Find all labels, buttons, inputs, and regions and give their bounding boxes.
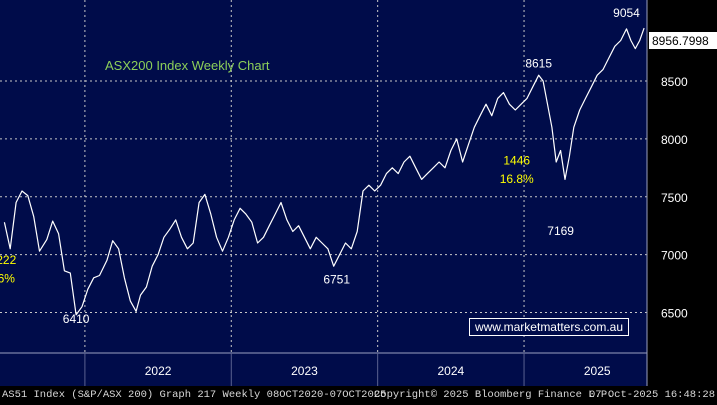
- price-annotation: 6751: [323, 272, 350, 286]
- x-tick-label: 2023: [291, 364, 318, 378]
- y-tick-label: 7000: [661, 249, 688, 263]
- x-tick-label: 2022: [145, 364, 172, 378]
- y-tick-label: 6500: [661, 306, 688, 320]
- x-tick-label: 2024: [437, 364, 464, 378]
- x-tick-label: 2025: [584, 364, 611, 378]
- footer-source-label: AS51 Index (S&P/ASX 200) Graph 217 Weekl…: [2, 389, 387, 401]
- last-price-value: 8956.7998: [652, 34, 709, 48]
- price-annotation: 8615: [525, 57, 552, 71]
- x-axis-band: [0, 353, 647, 386]
- plot-area-background: [0, 0, 647, 353]
- price-annotation: 16%: [0, 271, 15, 285]
- website-watermark: www.marketmatters.com.au: [469, 318, 629, 336]
- price-annotation: 7169: [547, 224, 574, 238]
- footer-timestamp: 07-Oct-2025 16:48:28: [588, 389, 715, 401]
- y-tick-label: 8000: [661, 133, 688, 147]
- last-price-tag-box: [649, 32, 717, 49]
- price-annotation: 1222: [0, 253, 17, 267]
- grid-layer: [0, 0, 647, 353]
- price-line-layer: [3, 27, 645, 316]
- chart-title: ASX200 Index Weekly Chart: [105, 58, 270, 73]
- price-annotation: 9054: [613, 6, 640, 20]
- y-tick-label: 8500: [661, 75, 688, 89]
- price-annotation: 1446: [503, 153, 530, 167]
- price-annotation: 6410: [63, 312, 90, 326]
- y-tick-label: 7500: [661, 191, 688, 205]
- last-price-tag: 8956.7998: [649, 32, 717, 49]
- axis-layer: 6500 7000 7500 8000 8500 2022 2023 2024 2025: [0, 0, 688, 386]
- price-annotation: 16.8%: [500, 172, 534, 186]
- price-series-line: [3, 27, 645, 316]
- footer-bar: AS51 Index (S&P/ASX 200) Graph 217 Weekl…: [0, 386, 717, 405]
- annotation-layer: 9054 8615 7169 6751 6410 1446 16.8% 1222 16%: [0, 6, 640, 326]
- footer-copyright: Copyright© 2025 Bloomberg Finance L.P.: [374, 389, 614, 401]
